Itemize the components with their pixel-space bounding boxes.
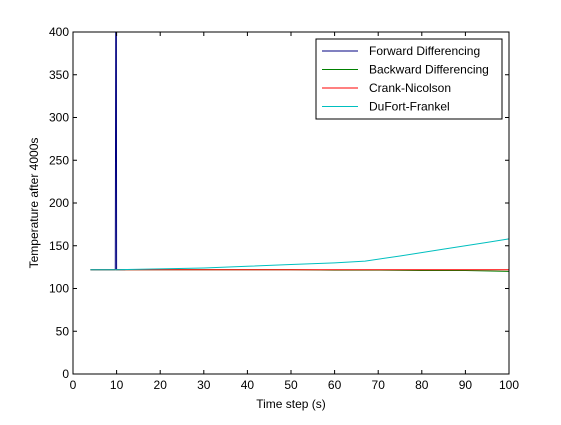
x-axis-label: Time step (s): [256, 397, 326, 411]
x-tick-label: 60: [328, 378, 342, 392]
y-tick-label: 100: [49, 282, 69, 296]
x-tick-label: 50: [284, 378, 298, 392]
x-tick-label: 40: [241, 378, 255, 392]
series-layer: [90, 31, 510, 272]
x-tick-label: 90: [459, 378, 473, 392]
x-axis: 0 10 20 30 40 50 60 70 80 90 100: [70, 32, 519, 392]
series-line-dufort-frankel: [90, 238, 510, 271]
legend-box: [315, 38, 503, 120]
x-tick-label: 70: [372, 378, 386, 392]
x-tick-label: 30: [197, 378, 211, 392]
legend: Forward Differencing Backward Differencin…: [315, 38, 503, 120]
legend-label: Crank-Nicolson: [369, 81, 451, 95]
x-tick-label: 0: [70, 378, 77, 392]
y-tick-label: 150: [49, 239, 69, 253]
y-axis: 0 50 100 150 200 250 300 350 400: [49, 25, 509, 381]
y-tick-label: 250: [49, 153, 69, 167]
y-tick-label: 400: [49, 25, 69, 39]
x-tick-label: 10: [110, 378, 124, 392]
x-tick-label: 20: [154, 378, 168, 392]
y-tick-label: 200: [49, 196, 69, 210]
y-tick-label: 300: [49, 111, 69, 125]
y-axis-label: Temperature after 4000s: [27, 138, 41, 269]
x-tick-label: 100: [499, 378, 519, 392]
legend-label: Backward Differencing: [369, 63, 489, 77]
y-tick-label: 350: [49, 68, 69, 82]
y-tick-label: 50: [56, 324, 70, 338]
y-tick-label: 0: [62, 367, 69, 381]
legend-label: Forward Differencing: [369, 44, 480, 58]
legend-label: DuFort-Frankel: [369, 100, 450, 114]
x-tick-label: 80: [415, 378, 429, 392]
